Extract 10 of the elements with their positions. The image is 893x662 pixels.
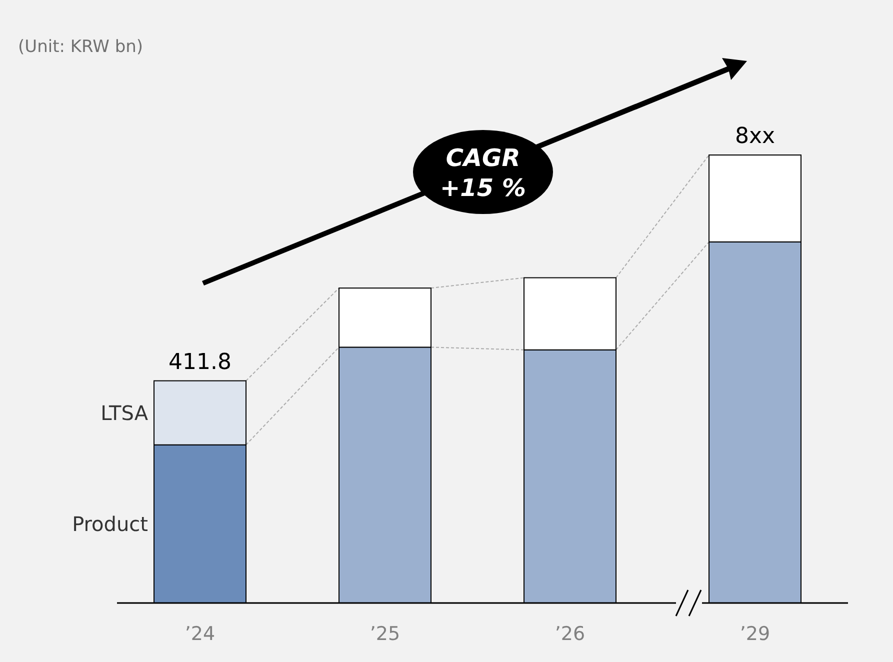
series-label: Product bbox=[72, 512, 148, 536]
text: (Unit: KRW bn) bbox=[18, 37, 144, 57]
x-tick-label: ’25 bbox=[370, 623, 400, 645]
x-tick-label: ’24 bbox=[184, 623, 216, 645]
annotation: 411.8 bbox=[168, 350, 232, 375]
x-tick-label: ’29 bbox=[740, 623, 770, 645]
series-label: LTSA bbox=[100, 400, 148, 425]
x-tick-label: ’26 bbox=[554, 623, 586, 645]
annotation: CAGR +15 % bbox=[440, 144, 526, 202]
annotation: 8xx bbox=[734, 124, 776, 149]
